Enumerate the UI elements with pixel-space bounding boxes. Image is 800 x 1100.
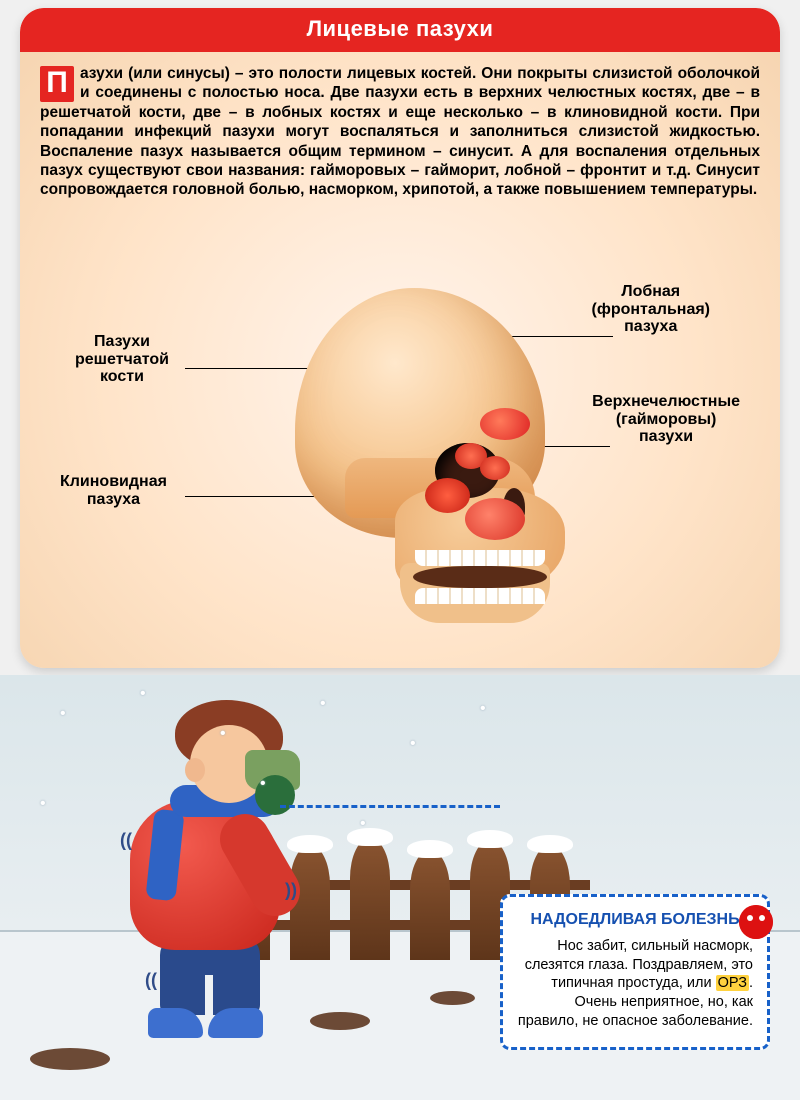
snow-icon: •	[360, 815, 366, 833]
info-highlight: ОРЗ	[716, 975, 749, 991]
germ-icon	[739, 905, 773, 939]
skull-illustration	[285, 288, 585, 628]
winter-scene: (( )) (( НАДОЕДЛИВАЯ БОЛЕЗНЬ Нос забит, …	[0, 675, 800, 1100]
boot	[208, 1008, 263, 1038]
snow-icon: •	[140, 685, 146, 703]
snowcap	[347, 828, 393, 846]
main-card: Лицевые пазухи П азухи (или синусы) – эт…	[20, 8, 780, 668]
sinus-ethmoid	[480, 456, 510, 480]
dropcap: П	[40, 66, 74, 102]
sinus-sphenoid	[425, 478, 470, 513]
connector-line	[280, 805, 500, 808]
snow-icon: •	[480, 700, 486, 718]
teeth-upper	[415, 550, 545, 566]
card-text: азухи (или синусы) – это полости лицевых…	[40, 65, 760, 198]
card-title: Лицевые пазухи	[20, 8, 780, 52]
shiver-icon: ))	[285, 880, 297, 901]
shiver-icon: ((	[120, 830, 132, 851]
leg-gap	[205, 975, 213, 1015]
snow-icon: •	[260, 775, 266, 793]
ear	[185, 758, 205, 782]
skull-diagram: Пазухи решетчатой кости Клиновидная пазу…	[20, 278, 780, 668]
snow-icon: •	[220, 725, 226, 743]
snowcap	[527, 835, 573, 853]
info-body: Нос забит, сильный насморк, слезятся гла…	[517, 937, 753, 1031]
snow-icon: •	[320, 695, 326, 713]
mud-patch	[430, 991, 475, 1005]
snow-icon: •	[410, 735, 416, 753]
info-box: НАДОЕДЛИВАЯ БОЛЕЗНЬ Нос забит, сильный н…	[500, 894, 770, 1050]
snowcap	[467, 830, 513, 848]
mouth-shape	[413, 566, 547, 588]
sinus-frontal	[480, 408, 530, 440]
label-ethmoid: Пазухи решетчатой кости	[75, 333, 169, 386]
teeth-lower	[415, 588, 545, 604]
child-illustration: (( )) ((	[90, 680, 320, 1040]
mud-patch	[30, 1048, 110, 1070]
label-frontal: Лобная (фронтальная) пазуха	[592, 283, 711, 336]
sinus-maxillary	[465, 498, 525, 540]
fence-post	[350, 838, 390, 960]
fence-post	[410, 850, 450, 960]
info-title: НАДОЕДЛИВАЯ БОЛЕЗНЬ	[517, 911, 753, 929]
snow-icon: •	[40, 795, 46, 813]
snow-icon: •	[60, 705, 66, 723]
shiver-icon: ((	[145, 970, 157, 991]
snowcap	[407, 840, 453, 858]
label-sphenoid: Клиновидная пазуха	[60, 473, 167, 508]
label-maxillary: Верхнечелюстные (гайморовы) пазухи	[592, 393, 740, 446]
card-body: П азухи (или синусы) – это полости лицев…	[20, 52, 780, 200]
